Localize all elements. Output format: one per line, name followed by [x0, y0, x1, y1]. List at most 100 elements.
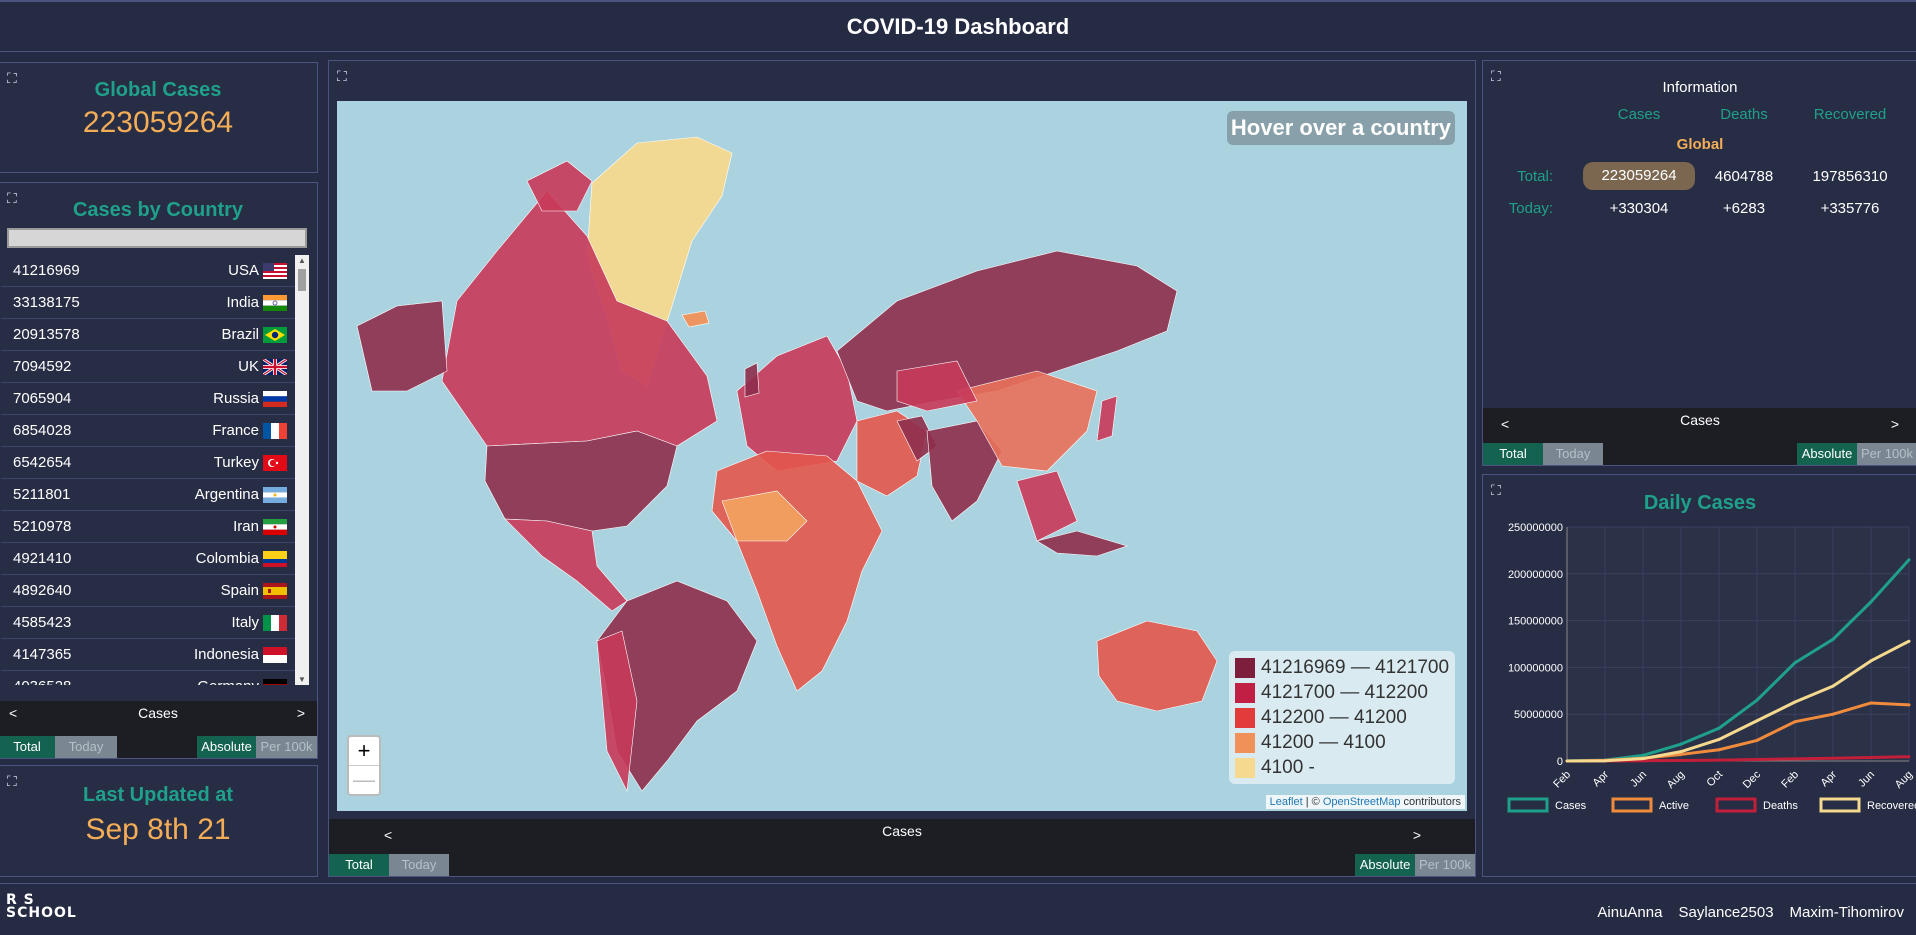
country-andes	[596, 630, 638, 793]
country-name: Spain	[220, 582, 259, 599]
absolute-toggle[interactable]: Absolute	[1797, 443, 1857, 465]
country-name-cell: UK	[238, 358, 287, 375]
country-row[interactable]: 20913578 Brazil	[1, 319, 295, 351]
data-point-deaths	[1869, 756, 1873, 760]
today-toggle[interactable]: Today	[389, 854, 449, 876]
scroll-thumb[interactable]	[298, 269, 306, 291]
per100k-toggle[interactable]: Per 100k	[1415, 854, 1475, 876]
expand-icon[interactable]: ⛶	[1491, 68, 1501, 84]
global-cases-panel: ⛶ Global Cases 223059264	[0, 62, 318, 173]
data-point-cases	[1717, 726, 1721, 730]
next-button[interactable]: >	[296, 705, 305, 721]
page-title: COVID-19 Dashboard	[846, 13, 1070, 39]
today-toggle[interactable]: Today	[1543, 443, 1603, 465]
world-map[interactable]: Hover over a country + — 41216969 — 4121…	[337, 101, 1467, 811]
legend-item: 412200 — 41200	[1235, 705, 1449, 730]
turkey-flag-icon	[263, 454, 287, 471]
legend-label: Recovered	[1867, 800, 1916, 812]
country-row[interactable]: 5211801 Argentina	[1, 479, 295, 511]
map-countries[interactable]	[337, 101, 1467, 811]
country-canada-islands	[526, 160, 593, 212]
country-row[interactable]: 4921410 Colombia	[1, 543, 295, 575]
metric-label: Cases	[1680, 412, 1720, 428]
country-name-cell: India	[226, 294, 287, 311]
zoom-out-button[interactable]: —	[349, 765, 379, 794]
plot-area	[1567, 527, 1909, 761]
logo-top: R S	[6, 892, 35, 908]
today-cases-value: +330304	[1609, 200, 1669, 217]
author-link[interactable]: Saylance2503	[1678, 904, 1774, 921]
data-point-cases	[1755, 698, 1759, 702]
today-toggle[interactable]: Today	[55, 736, 117, 758]
country-southeast-asia	[1016, 470, 1078, 542]
leaflet-link[interactable]: Leaflet	[1269, 796, 1303, 808]
country-name: Italy	[231, 614, 259, 631]
country-row[interactable]: 33138175 India	[1, 287, 295, 319]
country-row[interactable]: 7065904 Russia	[1, 383, 295, 415]
country-row[interactable]: 41216969 USA	[1, 255, 295, 287]
total-toggle[interactable]: Total	[0, 736, 55, 758]
data-point-cases	[1793, 661, 1797, 665]
total-toggle[interactable]: Total	[329, 854, 389, 876]
author-link[interactable]: Maxim-Tihomirov	[1789, 904, 1904, 921]
total-toggle[interactable]: Total	[1483, 443, 1543, 465]
scroll-down-icon[interactable]: ▼	[298, 675, 306, 684]
expand-icon[interactable]: ⛶	[1491, 482, 1501, 498]
country-row[interactable]: 4585423 Italy	[1, 607, 295, 639]
next-button[interactable]: >	[1890, 416, 1899, 432]
rs-school-logo[interactable]: R S SCHOOL	[6, 892, 77, 920]
prev-button[interactable]: <	[1501, 416, 1510, 432]
expand-icon[interactable]: ⛶	[337, 68, 347, 84]
per100k-toggle[interactable]: Per 100k	[1857, 443, 1916, 465]
country-row[interactable]: 7094592 UK	[1, 351, 295, 383]
country-name: Colombia	[195, 550, 259, 567]
author-link[interactable]: AinuAnna	[1597, 904, 1663, 921]
country-row[interactable]: 4147365 Indonesia	[1, 639, 295, 671]
scroll-up-icon[interactable]: ▲	[298, 256, 306, 265]
data-point-deaths	[1717, 758, 1721, 762]
metric-label: Cases	[138, 705, 178, 721]
expand-icon[interactable]: ⛶	[7, 773, 17, 789]
prev-button[interactable]: <	[384, 827, 393, 843]
per100k-toggle[interactable]: Per 100k	[256, 736, 317, 758]
map-controls: < Cases > Total Today Absolute Per 100k	[329, 819, 1475, 876]
legend-swatch	[1235, 657, 1255, 678]
country-cases: 4036528	[13, 678, 71, 685]
country-row[interactable]: 4036528 Germany	[1, 671, 295, 685]
country-name-cell: Russia	[213, 390, 287, 407]
country-cases: 5211801	[13, 486, 71, 503]
x-tick-label: Apr	[1819, 768, 1840, 789]
country-row[interactable]: 6854028 France	[1, 415, 295, 447]
france-flag-icon	[263, 422, 287, 439]
country-name-cell: Iran	[233, 518, 287, 535]
authors: AinuAnna Saylance2503 Maxim-Tihomirov	[1597, 904, 1904, 921]
expand-icon[interactable]: ⛶	[7, 190, 17, 206]
zoom-in-button[interactable]: +	[357, 738, 371, 763]
metric-label: Cases	[882, 823, 922, 839]
prev-button[interactable]: <	[9, 705, 18, 721]
country-row[interactable]: 5210978 Iran	[1, 511, 295, 543]
iran-flag-icon	[263, 518, 287, 535]
country-row[interactable]: 6542654 Turkey	[1, 447, 295, 479]
country-name: Turkey	[213, 454, 259, 471]
x-tick-label: Feb	[1779, 769, 1801, 791]
today-deaths-value: +6283	[1722, 200, 1766, 217]
next-button[interactable]: >	[1412, 827, 1421, 843]
data-point-recovered	[1641, 757, 1645, 761]
openstreetmap-link[interactable]: OpenStreetMap	[1322, 796, 1401, 808]
country-list-scrollbar[interactable]: ▲ ▼	[295, 255, 309, 685]
x-tick-label: Jun	[1628, 769, 1649, 790]
total-deaths-value: 4604788	[1714, 168, 1774, 185]
total-recovered-value: 197856310	[1812, 168, 1888, 185]
country-name-cell: Germany	[197, 678, 287, 685]
absolute-toggle[interactable]: Absolute	[1355, 854, 1415, 876]
country-search-input[interactable]	[7, 228, 307, 248]
colombia-flag-icon	[263, 550, 287, 567]
last-updated-panel: ⛶ Last Updated at Sep 8th 21	[0, 765, 318, 877]
legend-item: 41216969 — 4121700	[1235, 655, 1449, 680]
country-row[interactable]: 4892640 Spain	[1, 575, 295, 607]
expand-icon[interactable]: ⛶	[7, 70, 17, 86]
country-name-cell: France	[212, 422, 287, 439]
legend-swatch	[1611, 797, 1653, 813]
absolute-toggle[interactable]: Absolute	[197, 736, 256, 758]
